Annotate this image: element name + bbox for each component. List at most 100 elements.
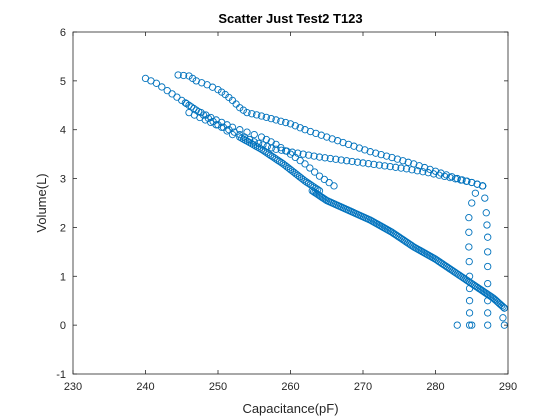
data-point	[174, 71, 182, 79]
data-point	[181, 99, 190, 107]
data-point	[343, 157, 351, 165]
data-point	[397, 164, 405, 172]
data-point	[257, 112, 266, 120]
data-point	[430, 170, 438, 178]
x-tick-label: 240	[136, 381, 154, 393]
data-point	[326, 154, 335, 163]
data-point	[453, 321, 461, 329]
x-tick-label: 280	[426, 381, 444, 393]
data-point	[415, 162, 423, 170]
y-tick-label: -1	[56, 369, 66, 381]
data-point	[251, 142, 260, 150]
y-tick-label: 3	[60, 174, 66, 186]
data-point	[288, 148, 296, 156]
data-point	[484, 321, 492, 329]
data-point	[482, 209, 490, 217]
data-point	[228, 130, 237, 139]
data-point	[328, 135, 336, 143]
data-point	[266, 151, 275, 160]
data-point	[301, 177, 309, 185]
data-point	[440, 172, 449, 181]
data-point	[478, 182, 487, 190]
data-point	[262, 113, 270, 121]
data-point	[457, 176, 465, 184]
data-point	[382, 152, 391, 160]
data-point	[236, 104, 244, 112]
data-point	[277, 117, 285, 125]
data-point	[375, 161, 383, 169]
data-point	[294, 149, 302, 157]
data-point	[228, 96, 237, 105]
x-axis-label: Capacitance(pF)	[242, 401, 338, 416]
data-point	[315, 153, 324, 161]
y-axis-label: Volume(L)	[34, 173, 49, 232]
data-point	[317, 131, 325, 139]
data-point	[296, 124, 304, 132]
data-point	[310, 183, 318, 191]
data-point	[267, 144, 276, 152]
data-point	[465, 257, 473, 266]
data-point	[420, 163, 429, 172]
data-point	[238, 134, 246, 142]
data-point	[286, 120, 295, 128]
data-point	[391, 163, 400, 171]
data-point	[388, 153, 396, 162]
data-point	[255, 144, 264, 152]
plot-area	[73, 32, 508, 374]
data-point	[419, 168, 427, 176]
data-point	[250, 130, 258, 139]
data-point	[259, 146, 267, 155]
data-point	[364, 160, 373, 168]
data-point	[272, 155, 280, 163]
data-point	[265, 150, 273, 158]
data-point	[399, 157, 407, 165]
data-points	[141, 71, 509, 329]
data-point	[471, 189, 480, 197]
data-point	[350, 142, 358, 150]
data-point	[158, 83, 166, 91]
data-point	[462, 177, 470, 185]
data-point	[306, 164, 314, 172]
axes: 230 240 250 260 270 280 290 -1 0 1 2 3 4 5 6	[56, 27, 517, 393]
x-tick-label: 230	[64, 381, 82, 393]
data-point	[239, 106, 248, 114]
data-point	[301, 160, 309, 168]
data-point	[337, 156, 345, 164]
data-point	[268, 152, 277, 161]
data-point	[179, 71, 188, 80]
data-point	[272, 116, 280, 124]
data-point	[500, 304, 509, 312]
data-point	[185, 72, 193, 80]
data-point	[291, 122, 299, 130]
data-point	[484, 279, 492, 288]
data-point	[333, 137, 342, 145]
data-point	[277, 159, 286, 167]
data-point	[481, 194, 489, 202]
y-tick-label: 1	[60, 271, 66, 283]
data-point	[484, 233, 492, 241]
data-point	[465, 309, 474, 317]
x-tick-label: 260	[281, 381, 299, 393]
x-tick-label: 270	[354, 381, 372, 393]
data-point	[248, 110, 256, 118]
x-tick-label: 290	[499, 381, 517, 393]
data-point	[344, 140, 353, 149]
data-point	[274, 156, 282, 164]
data-point	[245, 138, 254, 147]
data-point	[236, 133, 244, 141]
data-point	[484, 309, 492, 317]
data-point	[232, 100, 240, 108]
data-point	[404, 158, 412, 166]
data-point	[408, 166, 416, 174]
data-point	[240, 135, 248, 143]
data-point	[465, 243, 473, 251]
data-point	[372, 149, 380, 157]
data-point	[468, 178, 476, 187]
data-point	[299, 150, 307, 158]
data-point	[228, 123, 237, 131]
data-point	[249, 141, 258, 149]
data-point	[214, 86, 222, 94]
data-point	[370, 160, 378, 169]
chart-title: Scatter Just Test2 T123	[218, 11, 362, 26]
